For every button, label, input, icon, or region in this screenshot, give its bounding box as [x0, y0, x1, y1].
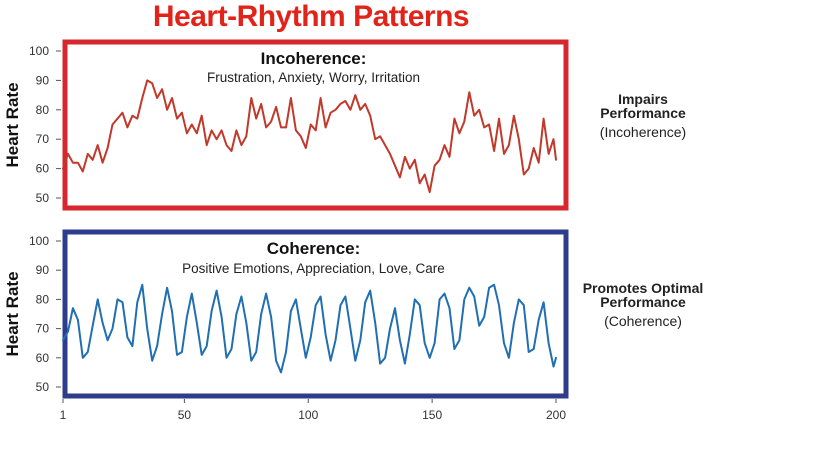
y-tick-label: 50 — [36, 191, 50, 205]
panel-frame — [62, 229, 569, 399]
x-tick-label: 100 — [298, 408, 318, 422]
side-label-line2: Performance — [600, 105, 686, 121]
side-label-coherence: Promotes Optimal Performance (Coherence) — [563, 281, 723, 330]
y-tick-label: 70 — [36, 322, 50, 336]
y-tick-label: 100 — [29, 44, 49, 58]
panel-title: Coherence: — [267, 239, 361, 258]
panel-subtitle: Frustration, Anxiety, Worry, Irritation — [207, 70, 420, 85]
side-label-line1: Promotes Optimal — [582, 280, 704, 296]
y-tick-label: 60 — [36, 162, 50, 176]
series-line — [62, 79, 557, 194]
panel-title: Incoherence: — [261, 49, 367, 68]
y-tick-label: 90 — [36, 73, 50, 87]
y-tick-label: 90 — [36, 263, 50, 277]
side-label-line3: (Incoherence) — [599, 124, 687, 140]
y-tick-label: 70 — [36, 132, 50, 146]
side-label-line1: Impairs — [618, 91, 668, 107]
y-tick-label: 80 — [36, 292, 50, 306]
y-tick-label: 80 — [36, 103, 50, 117]
y-axis-label: Heart Rate — [3, 82, 22, 167]
side-label-line3: (Coherence) — [604, 313, 682, 329]
x-tick-label: 1 — [60, 408, 67, 422]
side-label-incoherence: Impairs Performance (Incoherence) — [563, 92, 723, 141]
y-tick-label: 60 — [36, 351, 50, 365]
x-tick-label: 150 — [422, 408, 442, 422]
page-title: Heart-Rhythm Patterns — [152, 0, 470, 33]
series-line — [62, 283, 557, 374]
panel-subtitle: Positive Emotions, Appreciation, Love, C… — [182, 261, 445, 276]
y-tick-label: 50 — [36, 380, 50, 394]
side-label-line2: Performance — [600, 294, 686, 310]
x-tick-label: 200 — [546, 408, 566, 422]
x-tick-label: 50 — [178, 408, 192, 422]
y-axis-label: Heart Rate — [3, 271, 22, 356]
y-tick-label: 100 — [29, 234, 49, 248]
